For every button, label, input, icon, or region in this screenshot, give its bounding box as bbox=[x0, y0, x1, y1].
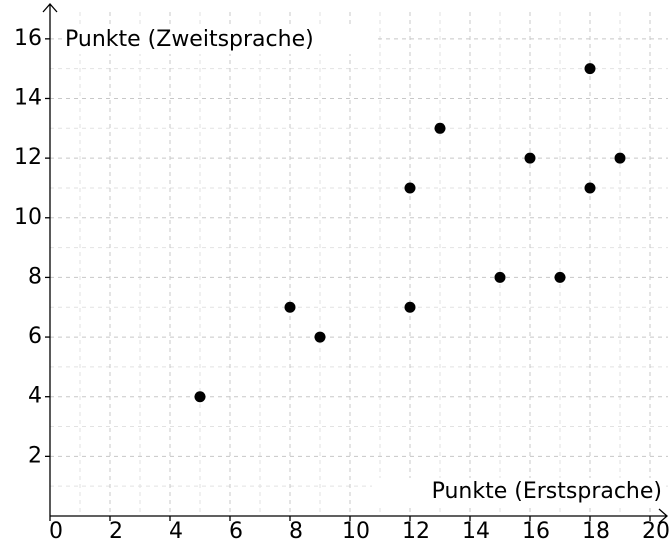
x-tick-label: 12 bbox=[402, 519, 430, 544]
point bbox=[194, 391, 206, 403]
x-tick-label: 16 bbox=[522, 519, 550, 544]
x-tick-label: 18 bbox=[582, 519, 610, 544]
point bbox=[404, 182, 416, 194]
x-tick-label: 20 bbox=[642, 519, 669, 544]
point bbox=[494, 271, 506, 283]
y-tick-label: 12 bbox=[14, 145, 42, 170]
point bbox=[314, 331, 326, 343]
x-tick-label: 4 bbox=[169, 519, 183, 544]
point bbox=[614, 152, 626, 164]
x-axis-label: Punkte (Erstsprache) bbox=[432, 479, 662, 504]
x-tick-label: 14 bbox=[462, 519, 490, 544]
point bbox=[524, 152, 536, 164]
y-tick-label: 10 bbox=[14, 205, 42, 230]
point bbox=[404, 301, 416, 313]
x-tick-label: 8 bbox=[289, 519, 303, 544]
y-tick-label: 6 bbox=[28, 324, 42, 349]
grid bbox=[50, 12, 668, 516]
y-tick-label: 8 bbox=[28, 264, 42, 289]
y-tick-label: 2 bbox=[28, 443, 42, 468]
y-axis bbox=[42, 3, 58, 516]
point bbox=[554, 271, 566, 283]
axes: 0 2 4 6 8 10 12 14 16 18 20 2 4 6 8 10 12 14 16 Punkte (Ers… bbox=[14, 3, 669, 544]
y-axis-label: Punkte (Zweitsprache) bbox=[65, 27, 314, 52]
label-bg bbox=[62, 26, 378, 54]
y-tick-label: 16 bbox=[14, 26, 42, 51]
point bbox=[434, 122, 446, 134]
point bbox=[584, 182, 596, 194]
x-tick-label: 2 bbox=[109, 519, 123, 544]
y-tick-label: 14 bbox=[14, 85, 42, 110]
x-tick-label: 10 bbox=[342, 519, 370, 544]
label-bg bbox=[372, 478, 662, 506]
x-axis bbox=[50, 508, 668, 524]
y-tick-label: 4 bbox=[28, 384, 42, 409]
point bbox=[584, 63, 596, 75]
x-tick-label: 6 bbox=[229, 519, 243, 544]
point bbox=[284, 301, 296, 313]
x-tick-label: 0 bbox=[49, 519, 63, 544]
